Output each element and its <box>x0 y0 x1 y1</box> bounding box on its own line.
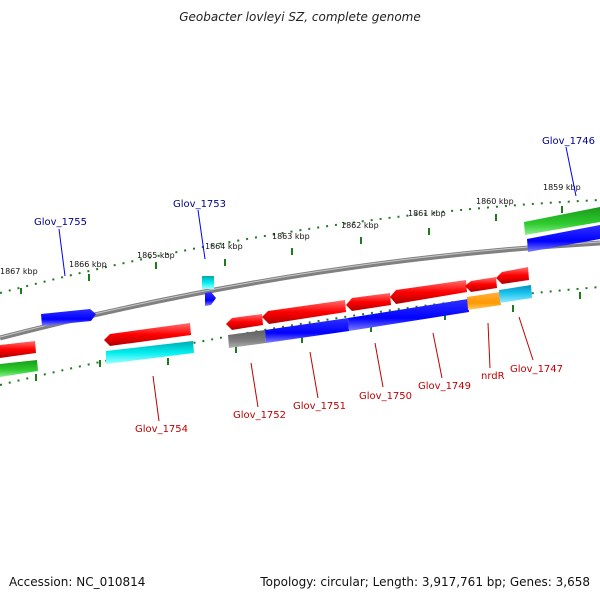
tick-label: 1865 kbp <box>137 251 175 260</box>
gene-nrdr-red[interactable] <box>465 277 497 292</box>
inner-tick-ring <box>0 286 600 386</box>
tick-label: 1860 kbp <box>476 197 514 206</box>
map-title: Geobacter lovleyi SZ, complete genome <box>179 10 421 24</box>
forward-genes <box>41 207 600 326</box>
tick-label: 1862 kbp <box>341 221 379 230</box>
label-glov-1752[interactable]: Glov_1752 <box>233 410 286 421</box>
outer-tick-ring <box>0 199 600 294</box>
gene-glov-1751-blue[interactable] <box>265 318 349 343</box>
tick-label: 1866 kbp <box>69 260 107 269</box>
gene-left-red[interactable] <box>0 341 36 358</box>
genome-summary-text: Topology: circular; Length: 3,917,761 bp… <box>260 575 590 589</box>
gene-glov-1750-red[interactable] <box>346 293 391 311</box>
kbp-tick-labels: 1867 kbp 1866 kbp 1865 kbp 1864 kbp 1863… <box>0 183 581 276</box>
gene-glov-1750-blue[interactable] <box>348 299 469 331</box>
gene-glov-1746-green[interactable] <box>524 207 600 235</box>
gene-glov-1751-red[interactable] <box>262 300 346 324</box>
gene-glov-1755[interactable] <box>41 309 96 326</box>
label-glov-1753[interactable]: Glov_1753 <box>173 199 226 210</box>
tick-label: 1861 kbp <box>408 209 446 218</box>
gene-glov-1754-red[interactable] <box>104 323 191 346</box>
label-glov-1755[interactable]: Glov_1755 <box>34 217 87 228</box>
gene-left-green[interactable] <box>0 360 38 377</box>
label-nrdr[interactable]: nrdR <box>481 371 505 382</box>
reverse-callouts <box>152 316 534 422</box>
label-glov-1747[interactable]: Glov_1747 <box>510 364 563 375</box>
label-glov-1750[interactable]: Glov_1750 <box>359 391 412 402</box>
outer-major-ticks <box>20 206 563 294</box>
gene-glov-1746-blue[interactable] <box>527 225 600 252</box>
tick-label: 1864 kbp <box>205 242 243 251</box>
gene-glov-1747-cyan[interactable] <box>499 285 532 303</box>
tick-label: 1859 kbp <box>543 183 581 192</box>
tick-label: 1863 kbp <box>272 232 310 241</box>
gene-glov-1752-gray[interactable] <box>228 330 266 348</box>
gene-glov-1749-red[interactable] <box>390 280 467 304</box>
label-glov-1754[interactable]: Glov_1754 <box>135 424 188 435</box>
gene-glov-1753[interactable] <box>205 292 216 306</box>
tick-label: 1867 kbp <box>0 267 38 276</box>
gene-glov-1752-red[interactable] <box>226 314 263 330</box>
label-glov-1746[interactable]: Glov_1746 <box>542 136 595 147</box>
forward-callouts <box>58 146 577 277</box>
label-glov-1749[interactable]: Glov_1749 <box>418 381 471 392</box>
gene-nrdr-orange[interactable] <box>467 292 501 310</box>
reverse-genes <box>0 267 532 377</box>
label-glov-1751[interactable]: Glov_1751 <box>293 401 346 412</box>
gene-glov-1747-red[interactable] <box>496 267 529 284</box>
accession-text: Accession: NC_010814 <box>9 575 146 589</box>
gene-glov-1754-cyan[interactable] <box>106 341 194 364</box>
gene-glov-1753-cyan[interactable] <box>202 276 214 289</box>
